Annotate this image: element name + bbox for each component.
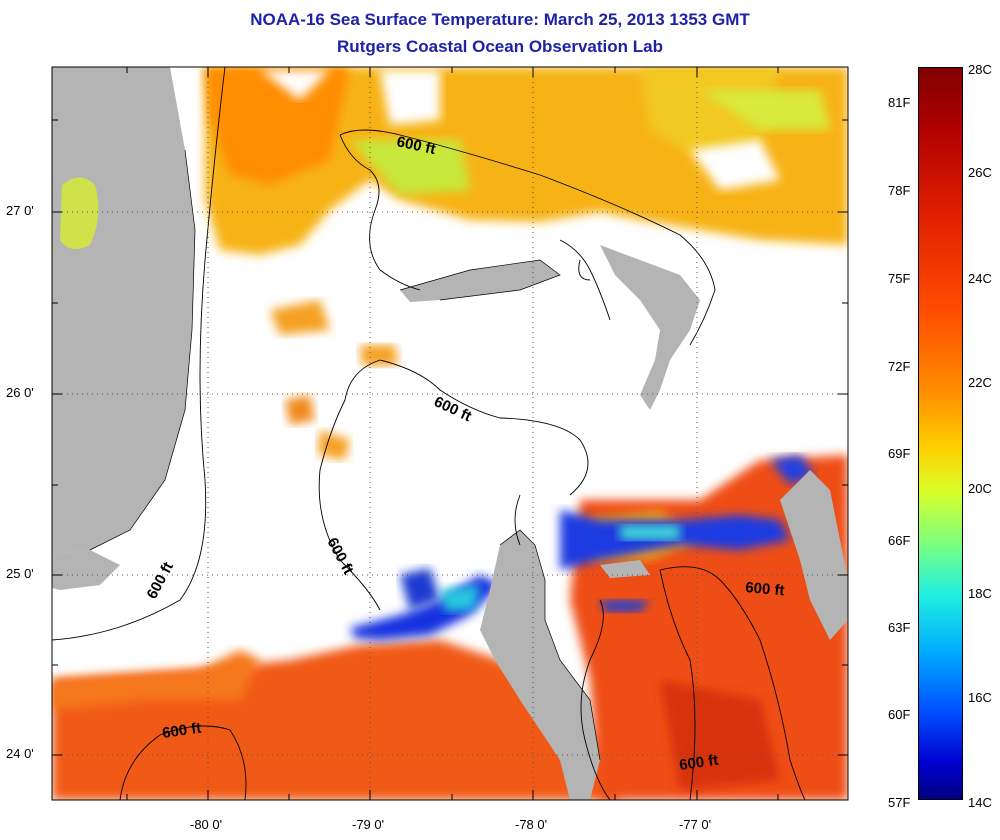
grid-lines — [52, 67, 848, 800]
temperature-colorbar — [918, 67, 963, 800]
colorbar-f-label: 78F — [888, 183, 911, 198]
colorbar-c-label: 14C — [968, 795, 992, 810]
bahamas-land — [400, 260, 560, 302]
colorbar-c-label: 24C — [968, 271, 992, 286]
colorbar-c-label: 20C — [968, 481, 992, 496]
map-title: NOAA-16 Sea Surface Temperature: March 2… — [250, 10, 750, 29]
lon-label: -80 0' — [190, 817, 223, 832]
contour-label: 600 ft — [678, 752, 719, 774]
lat-label: 26 0' — [6, 385, 34, 400]
lon-label: -78 0' — [515, 817, 548, 832]
colorbar-f-label: 57F — [888, 795, 911, 810]
andros-land — [480, 530, 600, 800]
colorbar-f-label: 66F — [888, 533, 911, 548]
colorbar-c-label: 16C — [968, 690, 992, 705]
colorbar-c-label: 22C — [968, 375, 992, 390]
colorbar-f-label: 69F — [888, 446, 911, 461]
colorbar-f-label: 72F — [888, 359, 911, 374]
colorbar-c-label: 26C — [968, 165, 992, 180]
axis-ticks — [52, 67, 848, 800]
colorbar-c-label: 28C — [968, 62, 992, 77]
colorbar-c-label: 18C — [968, 586, 992, 601]
lon-label: -79 0' — [352, 817, 385, 832]
colorbar-f-label: 75F — [888, 271, 911, 286]
colorbar-f-label: 63F — [888, 620, 911, 635]
lat-label: 24 0' — [6, 746, 34, 761]
contour-label: 600 ft — [161, 720, 202, 742]
map-subtitle: Rutgers Coastal Ocean Observation Lab — [337, 37, 663, 56]
colorbar-f-label: 60F — [888, 707, 911, 722]
contour-label: 600 ft — [745, 579, 786, 599]
lat-label: 27 0' — [6, 203, 34, 218]
lon-label: -77 0' — [679, 817, 712, 832]
colorbar-f-label: 81F — [888, 95, 911, 110]
contour-lines — [52, 67, 806, 800]
lat-label: 25 0' — [6, 566, 34, 581]
